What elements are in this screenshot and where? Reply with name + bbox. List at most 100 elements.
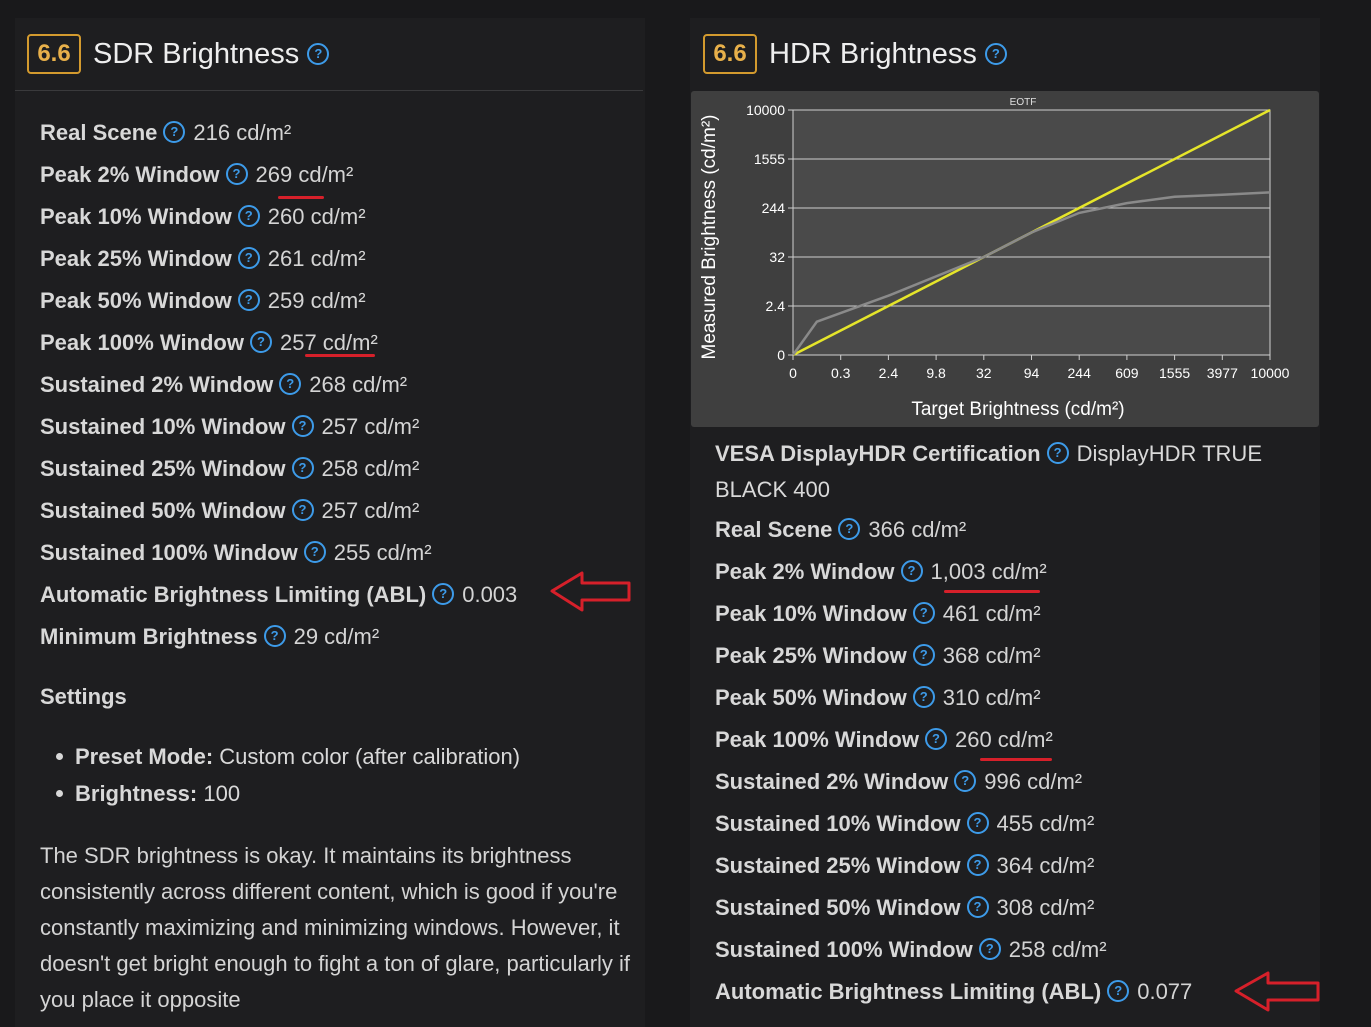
help-icon[interactable]: ? xyxy=(984,43,1007,65)
settings-item: Brightness: 100 xyxy=(56,781,240,807)
measurement-label: Automatic Brightness Limiting (ABL) xyxy=(40,582,427,607)
bullet-dot xyxy=(56,789,63,797)
measurement-label: Peak 10% Window xyxy=(715,601,907,626)
help-icon[interactable]: ? xyxy=(225,163,248,186)
measurement-row: Peak 10% Window? 461 cd/m² xyxy=(715,600,1041,628)
measurement-value: 258 cd/m² xyxy=(321,456,420,481)
measurement-label: Sustained 25% Window xyxy=(40,456,286,481)
help-icon[interactable]: ? xyxy=(163,121,186,144)
help-icon[interactable]: ? xyxy=(1046,442,1069,465)
help-icon[interactable]: ? xyxy=(954,770,977,793)
measurement-value: 269 cd/m² xyxy=(255,162,354,187)
help-icon[interactable]: ? xyxy=(966,854,989,877)
measurement-value: 260 cd/m² xyxy=(954,727,1053,752)
measurement-label: Peak 50% Window xyxy=(715,685,907,710)
measurement-label: Sustained 100% Window xyxy=(40,540,298,565)
help-icon[interactable]: ? xyxy=(432,583,455,606)
help-icon[interactable]: ? xyxy=(1107,980,1130,1003)
y-tick-label: 10000 xyxy=(746,102,785,118)
measurement-value: 260 cd/m² xyxy=(267,204,366,229)
hdr-title: HDR Brightness xyxy=(769,37,977,70)
measurement-row: Sustained 25% Window? 258 cd/m² xyxy=(40,455,419,483)
help-icon[interactable]: ? xyxy=(237,205,260,228)
help-icon[interactable]: ? xyxy=(237,289,260,312)
measurement-label: Sustained 2% Window xyxy=(40,372,274,397)
chart-title: EOTF xyxy=(1010,97,1037,108)
x-tick-label: 0.3 xyxy=(831,365,851,381)
help-icon[interactable]: ? xyxy=(307,43,330,65)
measurement-row: Minimum Brightness? 29 cd/m² xyxy=(40,623,379,651)
help-icon[interactable]: ? xyxy=(912,644,935,667)
measurement-label: Peak 25% Window xyxy=(715,643,907,668)
measurement-label: Sustained 100% Window xyxy=(715,937,973,962)
measurement-row: Sustained 50% Window? 257 cd/m² xyxy=(40,497,419,525)
y-axis-label: Measured Brightness (cd/m²) xyxy=(699,115,720,360)
measurement-value: 364 cd/m² xyxy=(996,853,1095,878)
help-icon[interactable]: ? xyxy=(912,686,935,709)
sdr-title: SDR Brightness xyxy=(93,37,300,70)
measurement-label: Sustained 10% Window xyxy=(40,414,286,439)
x-axis-label: Target Brightness (cd/m²) xyxy=(911,399,1124,420)
measurement-row: Automatic Brightness Limiting (ABL)? 0.07… xyxy=(715,978,1192,1006)
measurement-row: Sustained 25% Window? 364 cd/m² xyxy=(715,852,1094,880)
measurement-label: Peak 25% Window xyxy=(40,246,232,271)
measurement-row: Sustained 100% Window? 258 cd/m² xyxy=(715,936,1107,964)
measurement-row: Sustained 2% Window? 268 cd/m² xyxy=(40,371,407,399)
measurement-row: Sustained 10% Window? 257 cd/m² xyxy=(40,413,419,441)
help-icon[interactable]: ? xyxy=(291,457,314,480)
measurement-label: Peak 10% Window xyxy=(40,204,232,229)
vesa-value: DisplayHDR TRUE BLACK 400 xyxy=(715,441,1262,502)
measurement-row: Peak 100% Window? 260 cd/m² xyxy=(715,726,1053,754)
help-icon[interactable]: ? xyxy=(966,812,989,835)
help-icon[interactable]: ? xyxy=(966,896,989,919)
settings-label: Preset Mode: xyxy=(75,744,214,769)
x-tick-label: 609 xyxy=(1115,365,1139,381)
measurement-row: Real Scene? 366 cd/m² xyxy=(715,516,966,544)
help-icon[interactable]: ? xyxy=(900,560,923,583)
measurement-value: 258 cd/m² xyxy=(1008,937,1107,962)
help-icon[interactable]: ? xyxy=(279,373,302,396)
measurement-value: 268 cd/m² xyxy=(309,372,408,397)
help-icon[interactable]: ? xyxy=(838,518,861,541)
measurement-row: Sustained 2% Window? 996 cd/m² xyxy=(715,768,1082,796)
measurement-label: Peak 2% Window xyxy=(715,559,895,584)
measurement-label: Real Scene xyxy=(715,517,833,542)
measurement-value: 996 cd/m² xyxy=(984,769,1083,794)
x-tick-label: 9.8 xyxy=(926,365,946,381)
help-icon[interactable]: ? xyxy=(237,247,260,270)
sdr-description: The SDR brightness is okay. It maintains… xyxy=(40,843,631,1012)
settings-title: Settings xyxy=(40,684,127,709)
measurement-row: Peak 2% Window? 269 cd/m² xyxy=(40,161,353,189)
y-tick-label: 1555 xyxy=(754,151,785,167)
annotation-underline xyxy=(944,590,1040,593)
hdr-score-badge: 6.6 xyxy=(703,34,757,74)
measurement-value: 368 cd/m² xyxy=(942,643,1041,668)
sdr-score-badge: 6.6 xyxy=(27,34,81,74)
vesa-certification: VESA DisplayHDR Certification? DisplayHDR… xyxy=(715,436,1315,508)
help-icon[interactable]: ? xyxy=(924,728,947,751)
measurement-value: 455 cd/m² xyxy=(996,811,1095,836)
measurement-row: Real Scene? 216 cd/m² xyxy=(40,119,291,147)
help-icon[interactable]: ? xyxy=(291,499,314,522)
help-icon[interactable]: ? xyxy=(912,602,935,625)
vesa-label: VESA DisplayHDR Certification xyxy=(715,441,1041,466)
hdr-header: 6.6 HDR Brightness ? xyxy=(703,34,1007,74)
x-tick-label: 1555 xyxy=(1159,365,1190,381)
help-icon[interactable]: ? xyxy=(978,938,1001,961)
measurement-row: Sustained 100% Window? 255 cd/m² xyxy=(40,539,432,567)
eotf-chart-svg: 0 2.4 32 244 1555 10000 0 0.3 2.4 9.8 32 94 244 609 15… xyxy=(699,97,1290,420)
measurement-value: 261 cd/m² xyxy=(267,246,366,271)
measurement-value: 29 cd/m² xyxy=(293,624,380,649)
settings-value: 100 xyxy=(203,781,241,806)
measurement-row: Peak 50% Window? 259 cd/m² xyxy=(40,287,366,315)
help-icon[interactable]: ? xyxy=(303,541,326,564)
sdr-divider xyxy=(15,90,643,91)
help-icon[interactable]: ? xyxy=(249,331,272,354)
help-icon[interactable]: ? xyxy=(291,415,314,438)
help-icon[interactable]: ? xyxy=(263,625,286,648)
annotation-underline xyxy=(305,354,375,357)
series-line-measured xyxy=(791,191,1271,356)
measurement-value: 1,003 cd/m² xyxy=(930,559,1047,584)
measurement-value: 257 cd/m² xyxy=(321,498,420,523)
measurement-label: Peak 50% Window xyxy=(40,288,232,313)
